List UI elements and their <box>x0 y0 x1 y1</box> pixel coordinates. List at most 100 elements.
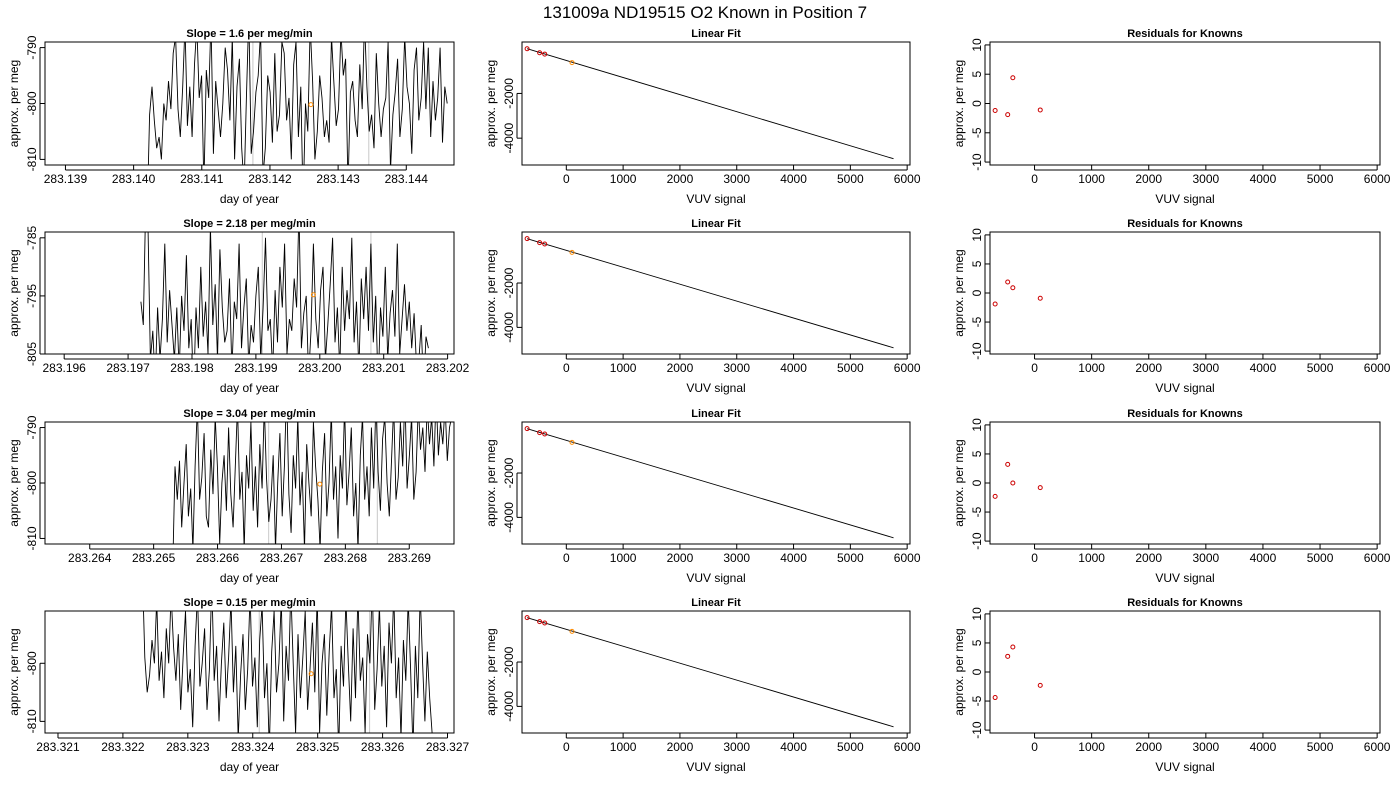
y-tick-label: -810 <box>25 709 39 733</box>
y-tick-label: 10 <box>970 607 984 621</box>
panel-time-series: Slope = 1.6 per meg/min 283.139 283.140 283… <box>7 28 455 206</box>
x-tick-label: 2000 <box>1135 361 1162 375</box>
plot-frame <box>989 610 1381 734</box>
x-tick-label: 5000 <box>1307 172 1334 186</box>
x-tick-label: 283.143 <box>316 172 360 186</box>
x-tick-label: 2000 <box>1135 740 1162 754</box>
x-tick-label: 1000 <box>1078 551 1105 565</box>
x-axis-label: VUV signal <box>1155 192 1214 206</box>
y-axis-label: approx. per meg <box>484 628 498 715</box>
x-tick-label: 0 <box>563 172 570 186</box>
fit-line <box>526 238 894 349</box>
y-tick-label: -4000 <box>502 312 516 343</box>
panel-linear-fit: Linear Fit 0 1000 2000 3000 4000 5000 6000 -4000… <box>484 218 921 395</box>
y-tick-label: -5 <box>970 316 984 327</box>
y-tick-label: -2000 <box>502 646 516 677</box>
y-tick-label: 10 <box>970 38 984 52</box>
x-tick-label: 1000 <box>1078 361 1105 375</box>
x-tick-label: 0 <box>563 361 570 375</box>
unknown-mean-point <box>308 671 314 677</box>
x-tick-label: 283.201 <box>362 361 406 375</box>
residual-point <box>1037 295 1043 301</box>
unknown-point <box>569 628 575 634</box>
y-tick-label: -2000 <box>502 78 516 109</box>
y-tick-label: 5 <box>970 71 984 78</box>
plot-area <box>992 461 1043 499</box>
x-tick-label: 0 <box>563 740 570 754</box>
x-tick-label: 2000 <box>667 551 694 565</box>
x-tick-label: 2000 <box>667 361 694 375</box>
panel-residuals: Residuals for Knowns 0 1000 2000 3000 4000 500… <box>952 597 1391 774</box>
plot-area <box>524 426 894 539</box>
y-tick-label: -800 <box>25 651 39 675</box>
y-tick-label: -795 <box>25 284 39 308</box>
panel-residuals: Residuals for Knowns 0 1000 2000 3000 4000 500… <box>952 218 1391 395</box>
known-point <box>524 46 530 52</box>
x-tick-label: 283.324 <box>231 740 275 754</box>
x-tick-label: 3000 <box>723 740 750 754</box>
plot-area <box>992 279 1043 307</box>
y-tick-label: -10 <box>970 342 984 360</box>
y-axis-label: approx. per meg <box>952 249 966 336</box>
panel-residuals: Residuals for Knowns 0 1000 2000 3000 4000 500… <box>952 28 1391 206</box>
x-tick-label: 283.326 <box>361 740 405 754</box>
x-axis-label: day of year <box>220 192 279 206</box>
x-tick-label: 283.325 <box>296 740 340 754</box>
x-tick-label: 3000 <box>723 551 750 565</box>
panel-title: Residuals for Knowns <box>1127 218 1243 230</box>
panel-title: Linear Fit <box>691 218 741 230</box>
residual-point <box>992 301 998 307</box>
series-line <box>143 611 433 733</box>
panel-title: Linear Fit <box>691 408 741 420</box>
x-tick-label: 4000 <box>780 551 807 565</box>
plot-area <box>524 46 894 160</box>
x-tick-label: 283.196 <box>42 361 86 375</box>
panel-title: Residuals for Knowns <box>1127 597 1243 609</box>
x-tick-label: 283.202 <box>426 361 470 375</box>
x-tick-label: 6000 <box>1364 361 1391 375</box>
x-tick-label: 3000 <box>723 172 750 186</box>
residual-point <box>1005 112 1011 118</box>
x-tick-label: 1000 <box>610 551 637 565</box>
x-tick-label: 283.322 <box>101 740 145 754</box>
known-point <box>542 431 548 437</box>
plot-frame <box>989 41 1381 166</box>
x-tick-label: 283.327 <box>426 740 470 754</box>
y-tick-label: -800 <box>25 471 39 495</box>
x-tick-label: 4000 <box>1250 361 1277 375</box>
series-line <box>172 422 452 544</box>
series-line <box>147 42 448 165</box>
y-tick-label: -810 <box>25 147 39 171</box>
panel-title: Residuals for Knowns <box>1127 28 1243 40</box>
panel-linear-fit: Linear Fit 0 1000 2000 3000 4000 5000 6000 -4000… <box>484 597 921 774</box>
y-tick-label: 5 <box>970 639 984 646</box>
y-tick-label: -800 <box>25 91 39 115</box>
x-tick-label: 283.139 <box>44 172 88 186</box>
y-tick-label: -4000 <box>502 122 516 153</box>
x-axis-label: VUV signal <box>686 571 745 585</box>
y-tick-label: -790 <box>25 35 39 59</box>
x-tick-label: 0 <box>563 551 570 565</box>
x-tick-label: 283.266 <box>196 551 240 565</box>
plot-area <box>147 42 448 165</box>
panel-title: Slope = 0.15 per meg/min <box>183 597 316 609</box>
y-tick-label: 10 <box>970 228 984 242</box>
y-axis-label: approx. per meg <box>7 249 21 336</box>
x-tick-label: 1000 <box>610 740 637 754</box>
y-axis-label: approx. per meg <box>484 60 498 147</box>
y-axis-label: approx. per meg <box>952 439 966 526</box>
plot-frame <box>44 231 455 355</box>
y-tick-label: -10 <box>970 721 984 739</box>
x-tick-label: 283.141 <box>180 172 224 186</box>
y-axis-label: approx. per meg <box>952 60 966 147</box>
x-tick-label: 283.142 <box>248 172 292 186</box>
residual-point <box>1037 485 1043 491</box>
x-tick-label: 3000 <box>723 361 750 375</box>
panel-linear-fit: Linear Fit 0 1000 2000 3000 4000 5000 6000 -4000… <box>484 28 921 206</box>
y-tick-label: -2000 <box>502 267 516 298</box>
residual-point <box>992 493 998 499</box>
y-axis-label: approx. per meg <box>7 60 21 147</box>
known-point <box>542 620 548 626</box>
residual-point <box>992 695 998 701</box>
residual-point <box>1005 279 1011 285</box>
